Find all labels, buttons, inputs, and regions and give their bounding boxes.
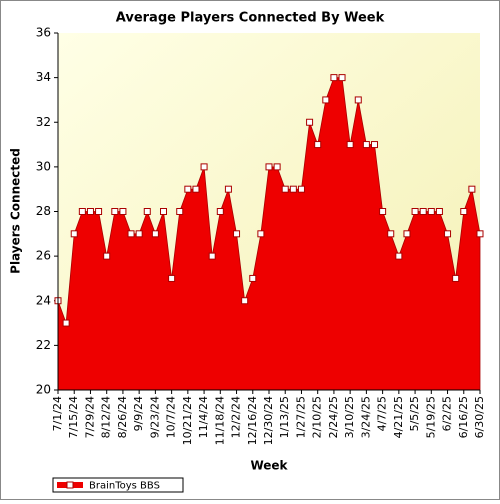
point-marker bbox=[395, 252, 403, 260]
point-marker bbox=[265, 163, 273, 171]
x-tick-label: 11/4/24 bbox=[197, 396, 210, 438]
point-marker bbox=[476, 230, 484, 238]
point-marker bbox=[151, 230, 159, 238]
x-tick-label: 12/2/24 bbox=[230, 396, 243, 438]
x-tick-label: 11/18/24 bbox=[213, 396, 226, 445]
y-axis-label: Players Connected bbox=[9, 148, 23, 274]
point-marker bbox=[184, 185, 192, 193]
y-tick-label: 30 bbox=[36, 159, 51, 173]
x-tick-label: 12/16/24 bbox=[246, 396, 259, 445]
legend-marker bbox=[66, 481, 74, 489]
point-marker bbox=[78, 208, 86, 215]
point-marker bbox=[411, 208, 419, 215]
point-marker bbox=[435, 208, 443, 215]
point-marker bbox=[257, 230, 265, 238]
point-marker bbox=[160, 208, 167, 215]
y-tick-label: 28 bbox=[36, 204, 51, 218]
x-tick-label: 3/10/25 bbox=[343, 396, 356, 438]
legend bbox=[52, 477, 184, 493]
y-tick-label: 24 bbox=[36, 293, 51, 307]
x-tick-label: 6/16/25 bbox=[457, 396, 470, 438]
y-tick-label: 22 bbox=[36, 338, 51, 352]
x-tick-label: 3/24/25 bbox=[359, 396, 372, 438]
x-tick-label: 6/2/25 bbox=[441, 396, 454, 431]
point-marker bbox=[241, 297, 249, 305]
point-marker bbox=[452, 274, 460, 282]
x-tick-label: 9/23/24 bbox=[148, 396, 161, 438]
point-marker bbox=[127, 230, 135, 238]
point-marker bbox=[468, 185, 476, 193]
point-marker bbox=[216, 208, 224, 215]
point-marker bbox=[460, 208, 468, 215]
x-tick-label: 6/30/25 bbox=[473, 396, 486, 438]
point-marker bbox=[314, 141, 322, 149]
x-tick-label: 4/7/25 bbox=[376, 396, 389, 431]
point-marker bbox=[297, 185, 305, 193]
x-tick-label: 10/7/24 bbox=[165, 396, 178, 438]
x-tick-label: 5/19/25 bbox=[424, 396, 437, 438]
legend-label: BrainToys BBS bbox=[89, 481, 160, 492]
point-marker bbox=[306, 118, 314, 126]
x-tick-label: 7/29/24 bbox=[83, 396, 96, 438]
point-marker bbox=[379, 208, 387, 215]
x-tick-label: 5/5/25 bbox=[408, 396, 421, 431]
x-axis-label: Week bbox=[250, 459, 288, 473]
y-tick-label: 20 bbox=[36, 383, 51, 397]
point-marker bbox=[322, 96, 330, 104]
x-tick-label: 4/21/25 bbox=[392, 396, 405, 438]
x-tick-label: 9/9/24 bbox=[132, 396, 145, 431]
point-marker bbox=[143, 208, 151, 215]
x-tick-label: 1/27/25 bbox=[294, 396, 307, 438]
point-marker bbox=[281, 185, 289, 193]
point-marker bbox=[62, 319, 70, 327]
point-marker bbox=[176, 208, 184, 215]
point-marker bbox=[419, 208, 427, 215]
point-marker bbox=[444, 230, 452, 238]
point-marker bbox=[135, 230, 143, 238]
point-marker bbox=[249, 274, 257, 282]
point-marker bbox=[362, 141, 370, 149]
y-tick-label: 26 bbox=[36, 249, 51, 263]
x-tick-label: 10/21/24 bbox=[181, 396, 194, 445]
x-tick-label: 7/1/24 bbox=[51, 396, 64, 431]
point-marker bbox=[387, 230, 395, 238]
point-marker bbox=[111, 208, 119, 215]
point-marker bbox=[86, 208, 94, 215]
point-marker bbox=[224, 185, 232, 193]
point-marker bbox=[354, 96, 362, 104]
y-tick-label: 36 bbox=[36, 26, 51, 40]
point-marker bbox=[371, 141, 378, 149]
point-marker bbox=[168, 274, 176, 282]
y-tick-label: 34 bbox=[36, 70, 51, 84]
y-tick-label: 32 bbox=[36, 115, 51, 129]
point-marker bbox=[233, 230, 241, 238]
x-tick-label: 2/10/25 bbox=[311, 396, 324, 438]
point-marker bbox=[330, 74, 338, 82]
point-marker bbox=[208, 252, 216, 260]
point-marker bbox=[273, 163, 281, 171]
point-marker bbox=[103, 252, 111, 260]
point-marker bbox=[119, 208, 127, 215]
point-marker bbox=[95, 208, 103, 215]
point-marker bbox=[192, 185, 200, 193]
point-marker bbox=[70, 230, 78, 238]
point-marker bbox=[200, 163, 208, 171]
x-tick-label: 2/24/25 bbox=[327, 396, 340, 438]
point-marker bbox=[403, 230, 411, 238]
chart-title: Average Players Connected By Week bbox=[116, 11, 385, 26]
x-tick-label: 8/12/24 bbox=[100, 396, 113, 438]
point-marker bbox=[427, 208, 435, 215]
x-tick-label: 12/30/24 bbox=[262, 396, 275, 445]
point-marker bbox=[289, 185, 297, 193]
point-marker bbox=[346, 141, 354, 149]
x-tick-label: 8/26/24 bbox=[116, 396, 129, 438]
x-tick-label: 1/13/25 bbox=[278, 396, 291, 438]
point-marker bbox=[338, 74, 346, 82]
x-tick-label: 7/15/24 bbox=[67, 396, 80, 438]
